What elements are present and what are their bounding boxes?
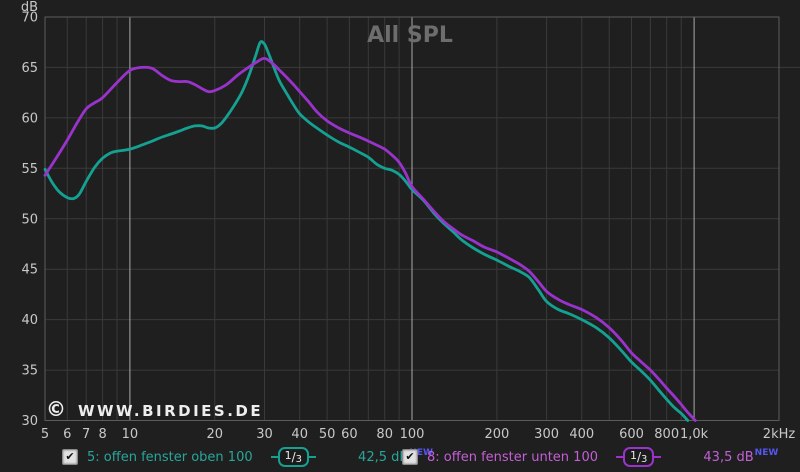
dash-icon: [270, 456, 278, 458]
new-badge-oben: NEW: [409, 448, 433, 458]
x-tick-label: 80: [376, 427, 393, 442]
x-tick-label: 400: [569, 427, 594, 442]
smoothing-button-oben[interactable]: 1/3: [270, 447, 317, 467]
curve-offen-fenster-unten[interactable]: [43, 57, 697, 422]
chart-title: All SPL: [367, 23, 453, 48]
x-tick-label: 30: [256, 427, 273, 442]
y-tick-label: 70: [21, 11, 38, 26]
y-axis-unit: dB: [21, 0, 38, 15]
checkbox-oben[interactable]: ✔: [62, 449, 78, 465]
y-tick-label: 50: [21, 212, 38, 227]
x-tick-label: 50: [319, 427, 336, 442]
watermark: © WWW.BIRDIES.DE: [46, 397, 263, 421]
x-tick-label: 600: [619, 427, 644, 442]
x-tick-label: 10: [122, 427, 139, 442]
checkbox-unten[interactable]: ✔: [402, 449, 418, 465]
y-tick-label: 35: [21, 364, 38, 379]
x-tick-label: 300: [534, 427, 559, 442]
plot-frame: [44, 16, 780, 421]
x-tick-label: 20: [207, 427, 224, 442]
curve-offen-fenster-oben[interactable]: [43, 40, 690, 422]
x-tick-label: 6: [63, 427, 71, 442]
x-axis-labels: 5 6 7 8 10 20 30 40 50 60 80 100 200 300 400 600 800 1,0k…: [41, 427, 796, 442]
x-tick-label: 200: [484, 427, 509, 442]
legend-item-oben: ✔ 5: offen fenster oben 100 1/3 42,5 dB …: [62, 442, 433, 472]
y-tick-label: 65: [21, 61, 38, 76]
legend-label-oben[interactable]: 5: offen fenster oben 100: [87, 449, 253, 465]
legend-label-unten[interactable]: 8: offen fenster unten 100: [427, 449, 598, 465]
y-tick-label: 30: [21, 414, 38, 429]
x-tick-label: 8: [98, 427, 106, 442]
dash-icon: [615, 456, 623, 458]
x-tick-label: 5: [41, 427, 49, 442]
y-tick-label: 45: [21, 263, 38, 278]
dash-icon: [654, 456, 662, 458]
spl-chart[interactable]: All SPL © WWW.BIRDIES.DE dB 70 65 60 55 50 45 40 3…: [0, 0, 800, 442]
y-tick-label: 40: [21, 313, 38, 328]
grid-major: [129, 17, 695, 421]
x-tick-label: 100: [400, 427, 425, 442]
x-tick-label: 800: [654, 427, 679, 442]
y-tick-label: 55: [21, 162, 38, 177]
x-tick-label: 2kHz: [763, 427, 796, 442]
dash-icon: [309, 456, 317, 458]
smoothing-button-unten[interactable]: 1/3: [615, 447, 662, 467]
spl-value-oben: 42,5 dB: [358, 449, 409, 465]
x-tick-label: 7: [82, 427, 90, 442]
legend-bar: ✔ 5: offen fenster oben 100 1/3 42,5 dB …: [0, 442, 800, 472]
legend-item-unten: ✔ 8: offen fenster unten 100 1/3 43,5 dB…: [402, 442, 778, 472]
x-tick-label: 1,0k: [680, 427, 709, 442]
spl-value-unten: 43,5 dB: [703, 449, 754, 465]
y-tick-label: 60: [21, 111, 38, 126]
x-tick-label: 40: [291, 427, 308, 442]
x-tick-label: 60: [341, 427, 358, 442]
new-badge-unten: NEW: [754, 448, 779, 458]
